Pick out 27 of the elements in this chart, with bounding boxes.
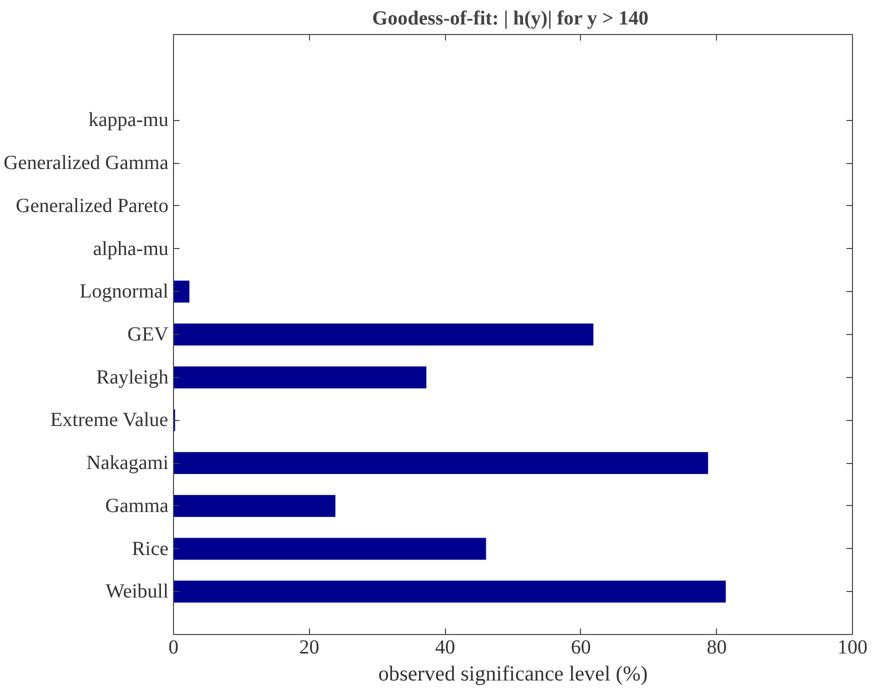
- y-tick-label: Generalized Gamma: [4, 152, 169, 174]
- y-tick-label: Rayleigh: [96, 366, 169, 388]
- x-tick-label: 100: [838, 636, 868, 658]
- y-tick-label: Lognormal: [80, 280, 169, 303]
- bar: [174, 324, 594, 346]
- bar: [174, 452, 708, 474]
- bar: [174, 494, 336, 517]
- y-tick-label: Nakagami: [86, 452, 169, 474]
- bar: [174, 580, 726, 603]
- x-axis-title: observed significance level (%): [378, 662, 648, 686]
- bar: [174, 280, 190, 303]
- x-tick-label: 0: [168, 636, 178, 658]
- y-tick-label: GEV: [127, 324, 170, 346]
- x-tick-label: 40: [435, 636, 456, 658]
- y-tick-label: Weibull: [106, 580, 169, 603]
- y-tick-label: Gamma: [105, 494, 169, 517]
- y-tick-label: Extreme Value: [50, 409, 168, 432]
- bar: [174, 366, 426, 388]
- y-tick-label: alpha-mu: [92, 238, 169, 260]
- y-tick-label: Rice: [132, 538, 169, 560]
- y-tick-label: kappa-mu: [88, 109, 169, 132]
- x-tick-label: 60: [570, 636, 591, 658]
- y-tick-label: Generalized Pareto: [16, 194, 169, 217]
- chart-title: Goodess-of-fit: | h(y)| for y > 140: [372, 8, 649, 30]
- x-tick-label: 80: [706, 636, 727, 658]
- bar: [174, 538, 486, 560]
- x-tick-label: 20: [299, 636, 320, 658]
